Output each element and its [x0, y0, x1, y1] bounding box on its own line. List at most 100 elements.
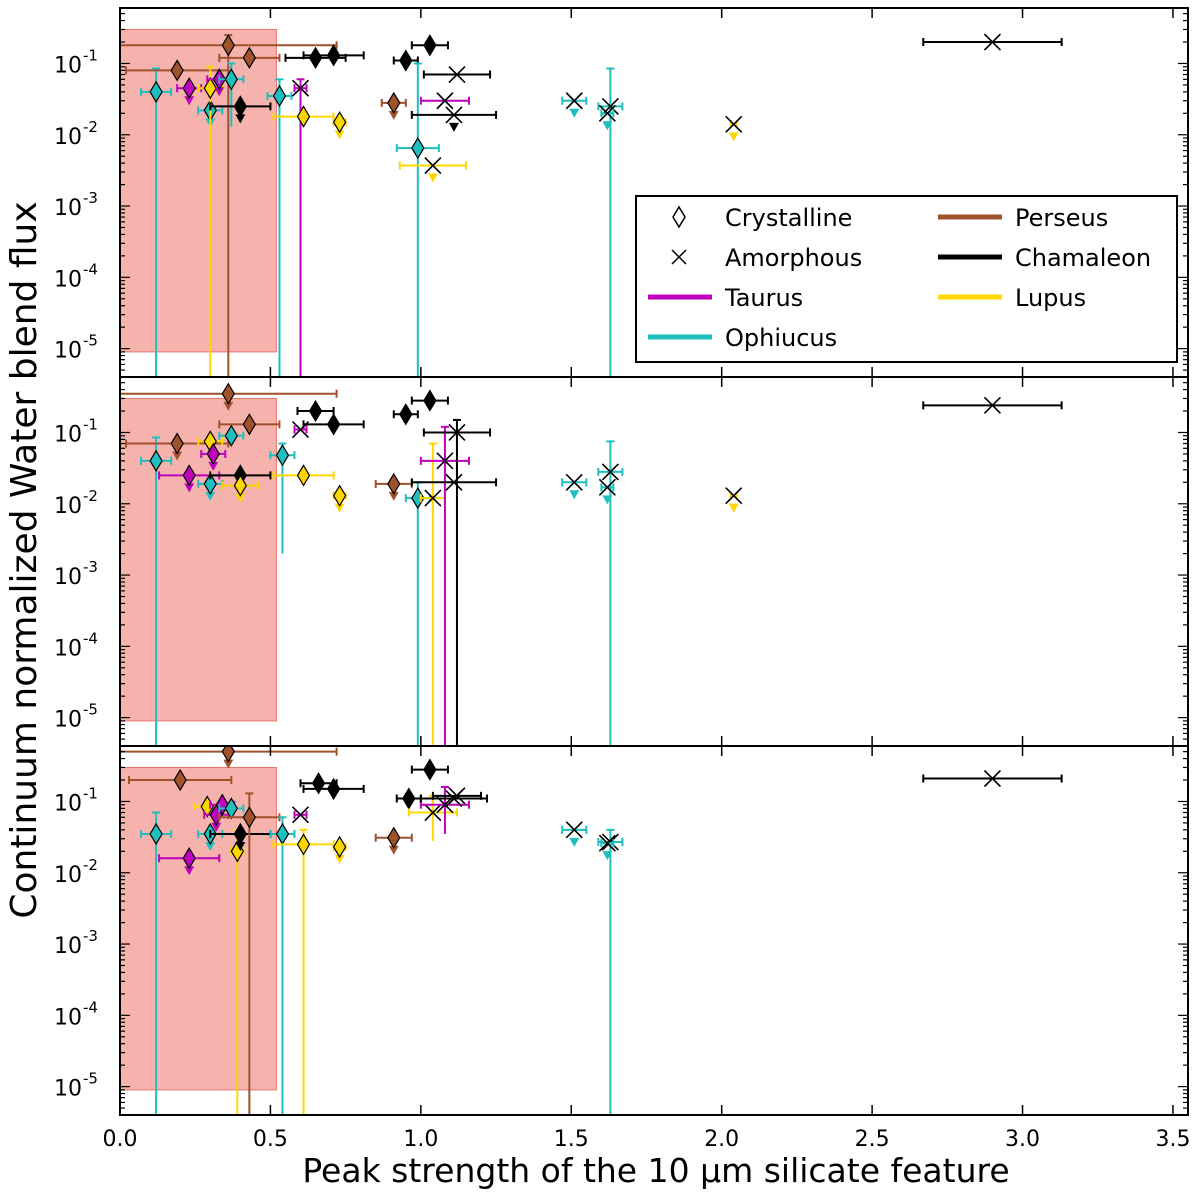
- upper-limit-arrow: [427, 173, 438, 183]
- amorphous-marker: [601, 463, 619, 481]
- data-point: [395, 62, 440, 377]
- legend-label-amorphous: Amorphous: [725, 244, 862, 272]
- data-point: [272, 828, 335, 1115]
- legend-label-lupus: Lupus: [1015, 284, 1086, 312]
- crystalline-marker: [308, 399, 323, 423]
- upper-limit-arrow: [448, 122, 459, 132]
- y-tick-exponent: -4: [83, 629, 98, 647]
- crystalline-marker: [242, 46, 257, 69]
- data-point: [422, 418, 492, 746]
- data-point: [120, 34, 338, 377]
- crystalline-marker: [224, 797, 239, 820]
- crystalline-marker: [182, 847, 196, 870]
- panel-plot-area: [120, 382, 1063, 746]
- amorphous-marker: [725, 487, 743, 505]
- crystalline-marker: [423, 34, 437, 57]
- panels-layer: 10 -510 -410 -310 -210 -110 -510 -410 -310 -210 -1…: [54, 7, 1190, 1152]
- y-tick-exponent: -4: [83, 998, 98, 1016]
- crystalline-marker: [203, 472, 217, 496]
- data-point: [392, 49, 419, 72]
- crystalline-marker: [173, 768, 187, 792]
- crystalline-marker: [272, 84, 287, 108]
- data-point: [218, 62, 245, 127]
- crystalline-marker: [308, 46, 323, 69]
- upper-limit-arrow: [569, 108, 580, 118]
- data-point: [291, 806, 310, 824]
- amorphous-marker: [565, 821, 583, 839]
- x-tick-label: 0.5: [253, 1127, 288, 1152]
- data-point: [561, 821, 588, 847]
- upper-limit-arrow: [223, 759, 234, 769]
- crystalline-marker: [326, 777, 341, 801]
- data-point: [407, 794, 458, 841]
- panel-1: 10-510-410-310-210-1: [54, 7, 1189, 378]
- crystalline-marker: [215, 793, 229, 816]
- y-tick-exponent: -1: [83, 46, 98, 64]
- data-point: [209, 822, 272, 851]
- amorphous-marker: [424, 489, 442, 507]
- crystalline-marker: [170, 432, 184, 455]
- legend-label-perseus: Perseus: [1015, 204, 1108, 232]
- upper-limit-arrow: [388, 845, 399, 855]
- y-tick-label: 10: [54, 708, 82, 733]
- upper-limit-arrow: [205, 841, 216, 851]
- shaded-region: [120, 28, 277, 353]
- upper-limit-arrow: [172, 451, 183, 461]
- y-tick-exponent: -1: [83, 415, 98, 433]
- data-point: [419, 785, 470, 834]
- data-point: [128, 768, 233, 792]
- data-point: [922, 33, 1063, 51]
- panel-frame: [119, 376, 1189, 747]
- y-tick-exponent: -1: [83, 784, 98, 802]
- upper-limit-arrow: [334, 854, 345, 864]
- upper-limit-arrow: [184, 96, 195, 106]
- data-point: [302, 777, 365, 801]
- data-point: [561, 92, 588, 118]
- crystalline-marker: [311, 772, 326, 795]
- legend-label-chamaleon: Chamaleon: [1015, 244, 1151, 272]
- amorphous-marker: [983, 769, 1002, 788]
- data-point: [419, 425, 470, 746]
- y-tick-label: 10: [54, 196, 82, 221]
- crystalline-marker: [332, 835, 347, 859]
- data-point: [395, 787, 422, 810]
- y-tick-label: 10: [54, 494, 82, 519]
- x-tick-label: 3.5: [1155, 1127, 1190, 1152]
- data-point: [197, 472, 224, 501]
- upper-limit-arrow: [208, 461, 219, 471]
- data-point: [296, 399, 335, 423]
- amorphous-marker: [448, 423, 466, 442]
- data-point: [725, 487, 743, 513]
- data-point: [398, 156, 467, 183]
- x-tick-label: 1.0: [403, 1127, 438, 1152]
- y-tick-label: 10: [54, 863, 82, 888]
- data-point: [158, 847, 221, 876]
- upper-limit-arrow: [235, 114, 246, 124]
- y-tick-label: 10: [54, 1005, 82, 1030]
- crystalline-marker: [149, 449, 163, 473]
- crystalline-marker: [224, 424, 239, 447]
- data-point: [218, 46, 281, 69]
- data-point: [431, 787, 483, 805]
- crystalline-marker: [206, 442, 220, 466]
- y-tick-label: 10: [54, 125, 82, 150]
- panel-plot-area: [120, 28, 1063, 377]
- crystalline-marker: [387, 826, 401, 849]
- data-point: [598, 834, 616, 861]
- y-tick-label: 10: [54, 53, 82, 78]
- amorphous-marker: [565, 92, 583, 110]
- amorphous-marker: [598, 478, 616, 496]
- amorphous-marker: [424, 156, 442, 175]
- crystalline-marker: [182, 77, 196, 100]
- amorphous-marker: [448, 787, 466, 805]
- amorphous-marker: [436, 452, 454, 470]
- x-tick-label: 2.5: [855, 1127, 890, 1152]
- data-point: [332, 111, 347, 140]
- crystalline-marker: [423, 758, 437, 781]
- crystalline-marker: [399, 403, 413, 426]
- y-tick-label: 10: [54, 565, 82, 590]
- data-point: [218, 424, 245, 447]
- crystalline-marker: [242, 806, 257, 829]
- y-tick-exponent: -4: [83, 260, 98, 278]
